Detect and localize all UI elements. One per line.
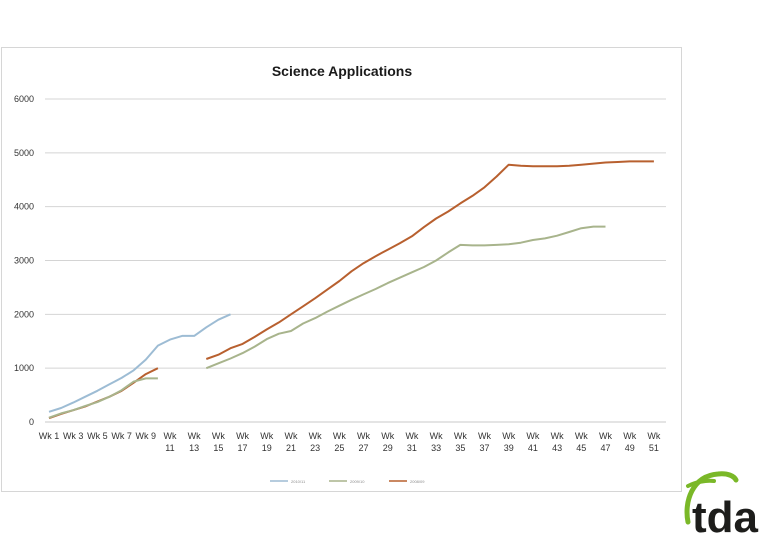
x-tick-label-line2: 43 <box>552 443 562 453</box>
x-tick-label: Wk <box>454 431 467 441</box>
logo-text: tda <box>692 493 759 538</box>
x-tick-label: Wk <box>188 431 201 441</box>
x-tick-label: Wk <box>599 431 612 441</box>
legend-label: 2009/10 <box>350 479 365 484</box>
x-tick-label-line2: 23 <box>310 443 320 453</box>
y-tick-label: 6000 <box>14 94 34 104</box>
chart-title: Science Applications <box>272 63 413 79</box>
x-tick-label: Wk <box>405 431 418 441</box>
x-tick-label: Wk <box>502 431 515 441</box>
x-tick-label: Wk <box>260 431 273 441</box>
legend: 2010/11 2009/10 2008/09 <box>270 479 425 484</box>
x-tick-label: Wk <box>357 431 370 441</box>
grid-layer <box>45 98 666 423</box>
x-tick-label-line2: 39 <box>504 443 514 453</box>
x-tick-label: Wk 1 <box>39 431 60 441</box>
y-tick-label: 5000 <box>14 148 34 158</box>
x-tick-label-line2: 11 <box>165 443 174 453</box>
series-line-2010-11 <box>48 313 231 413</box>
x-tick-label: Wk <box>212 431 225 441</box>
x-tick-label: Wk <box>647 431 660 441</box>
x-tick-label: Wk <box>575 431 588 441</box>
x-tick-label: Wk 5 <box>87 431 108 441</box>
x-tick-label-line2: 37 <box>480 443 490 453</box>
x-tick-label-line2: 35 <box>455 443 465 453</box>
y-tick-label: 4000 <box>14 202 34 212</box>
x-tick-label: Wk <box>430 431 443 441</box>
x-tick-label-line2: 13 <box>189 443 199 453</box>
x-tick-label-line2: 45 <box>576 443 586 453</box>
x-tick-label: Wk <box>623 431 636 441</box>
x-tick-label: Wk <box>309 431 322 441</box>
x-tick-label-line2: 27 <box>359 443 369 453</box>
series-line-2008-09 <box>48 367 159 420</box>
x-tick-label-line2: 31 <box>407 443 417 453</box>
x-tick-label-line2: 17 <box>238 443 248 453</box>
x-tick-label: Wk <box>526 431 539 441</box>
series-line-2009-10 <box>48 377 158 419</box>
x-tick-label-line2: 41 <box>528 443 538 453</box>
x-tick-label-line2: 33 <box>431 443 441 453</box>
x-tick-label: Wk <box>163 431 176 441</box>
x-tick-label-line2: 51 <box>649 443 659 453</box>
x-tick-label: Wk <box>478 431 491 441</box>
tda-logo: tda <box>684 471 759 538</box>
chart-frame: Science Applications 0 1000 2000 3000 4000 50… <box>1 47 682 492</box>
legend-label: 2010/11 <box>291 479 306 484</box>
logo-swoosh-icon <box>684 471 739 525</box>
x-tick-label: Wk 3 <box>63 431 84 441</box>
series-layer <box>48 160 654 420</box>
x-tick-label: Wk 9 <box>136 431 157 441</box>
x-tick-label-line2: 25 <box>334 443 344 453</box>
y-tick-label: 3000 <box>14 256 34 266</box>
x-tick-label: Wk 7 <box>111 431 132 441</box>
logo-swoosh-small-icon <box>686 478 716 488</box>
y-tick-label: 0 <box>29 417 34 427</box>
chart-svg: Science Applications 0 1000 2000 3000 4000 50… <box>14 63 666 484</box>
y-axis-ticks: 0 1000 2000 3000 4000 5000 6000 <box>14 94 34 427</box>
x-tick-label-line2: 19 <box>262 443 272 453</box>
x-tick-label: Wk <box>551 431 564 441</box>
x-tick-label-line2: 15 <box>213 443 223 453</box>
legend-label: 2008/09 <box>410 479 425 484</box>
x-tick-label-line2: 47 <box>601 443 611 453</box>
series-line-2008-09 <box>205 160 654 360</box>
x-tick-label: Wk <box>381 431 394 441</box>
x-axis-ticks: Wk 1 Wk 3 Wk 5 Wk 7 Wk 9 Wk 11 Wk 13 Wk 15 Wk 17 Wk 19… <box>39 431 661 453</box>
x-tick-label: Wk <box>284 431 297 441</box>
x-tick-label-line2: 29 <box>383 443 393 453</box>
x-tick-label-line2: 21 <box>286 443 296 453</box>
x-tick-label-line2: 49 <box>625 443 635 453</box>
x-tick-label: Wk <box>333 431 346 441</box>
y-tick-label: 1000 <box>14 363 34 373</box>
y-tick-label: 2000 <box>14 309 34 319</box>
x-tick-label: Wk <box>236 431 249 441</box>
series-line-2009-10 <box>205 225 606 370</box>
